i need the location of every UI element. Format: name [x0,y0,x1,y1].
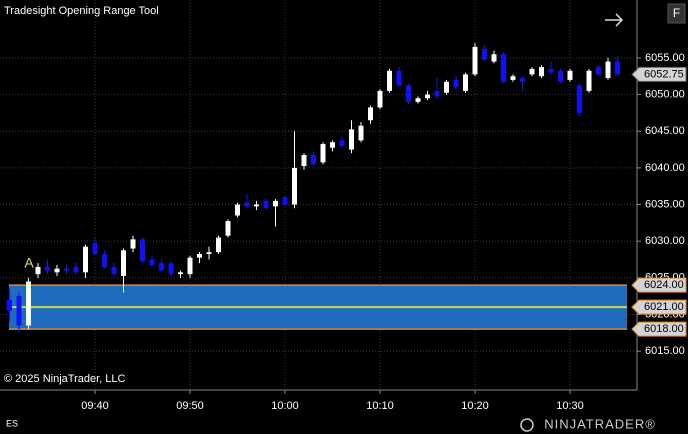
candle-body [111,266,117,275]
candle-body [615,61,620,75]
candle-body [396,70,402,86]
x-tick-label: 09:40 [81,400,109,412]
candle-body [26,281,31,326]
candle-body [7,299,12,311]
button-label[interactable]: F [673,6,680,20]
candle-body [54,268,60,273]
price-tag-label: 6021.00 [644,301,684,313]
candle-body [330,142,335,148]
candle-body [425,94,430,99]
candle-body [187,257,193,275]
x-tick-label: 09:50 [176,400,204,412]
y-tick-label: 6015.00 [645,345,685,357]
candle-body [235,204,240,216]
price-tag [631,321,687,337]
candle-body [472,46,478,75]
candle-body [263,200,269,209]
candle-body [168,263,174,275]
price-tag [631,299,687,315]
candle-body [273,200,278,207]
candle-body [35,266,41,275]
candle-body [453,79,459,88]
candle-body [501,54,506,82]
candle-body [244,202,250,207]
y-tick-label: 6055.00 [645,52,685,64]
candle-body [491,54,497,62]
candle-body [463,74,468,91]
candle-body [558,70,563,82]
arrow-icon[interactable] [605,13,624,27]
price-tag [631,277,687,293]
candle-body [254,204,259,207]
candle-body [83,246,88,273]
y-tick-label: 6040.00 [645,162,685,174]
candle-body [130,239,136,249]
y-tick-label: 6035.00 [645,198,685,210]
candle-body [292,167,297,205]
candle-body [510,76,516,80]
candle-body [596,67,601,75]
candle-body [102,254,107,267]
y-tick-label: 6045.00 [645,125,685,137]
brand-icon [520,418,534,432]
axis: 6015.006020.006025.006030.006035.006040.… [81,52,687,412]
x-tick-label: 10:20 [461,400,489,412]
candle-body [320,144,326,163]
candle-body [577,85,582,113]
candle-body [197,254,202,258]
copyright: © 2025 NinjaTrader, LLC [4,373,125,385]
candle-body [45,266,50,271]
y-tick-label: 6050.00 [645,88,685,100]
candle-body [415,98,421,102]
candle-body [339,140,345,146]
candle-body [520,78,525,82]
candle-body [149,259,155,266]
candle-body [159,263,164,271]
candle-body [444,81,449,93]
candle-body [16,296,22,326]
candle-body [121,250,126,277]
plot [7,43,627,333]
candle-body [140,239,145,262]
candle-body [64,268,69,271]
y-tick-label: 6030.00 [645,235,685,247]
candle-body [605,61,611,79]
price-tag-label: 6052.75 [644,68,684,80]
candle-body [434,90,440,97]
candle-body [216,237,221,253]
candle-body [406,85,411,102]
price-tag-label: 6018.00 [644,323,684,335]
candle-body [178,272,183,275]
candle-body [92,243,98,255]
candle-body [482,48,487,60]
annotation: A [24,255,34,271]
candle-body [282,197,288,205]
candle-body [387,70,392,91]
candle-body [73,266,79,273]
candle-body [548,68,554,73]
instrument: ES [6,418,18,428]
candle-body [567,70,573,80]
candle-body [225,221,231,236]
candle-body [586,70,592,91]
candle-body [311,155,316,165]
candle-body [539,67,544,77]
button[interactable] [667,3,686,24]
candle-body [529,68,535,75]
x-tick-label: 10:10 [366,400,394,412]
chart-title: Tradesight Opening Range Tool [4,5,159,17]
price-tag [631,66,687,82]
candle-body [349,129,354,150]
candle-body [368,107,373,121]
candle-body [301,155,307,167]
candle-body [358,125,364,141]
x-tick-label: 10:30 [556,400,584,412]
candle-body [206,252,212,255]
brand: NINJATRADER® [544,416,656,431]
price-tag-label: 6024.00 [644,279,684,291]
x-tick-label: 10:00 [271,400,299,412]
candle-body [377,90,383,108]
